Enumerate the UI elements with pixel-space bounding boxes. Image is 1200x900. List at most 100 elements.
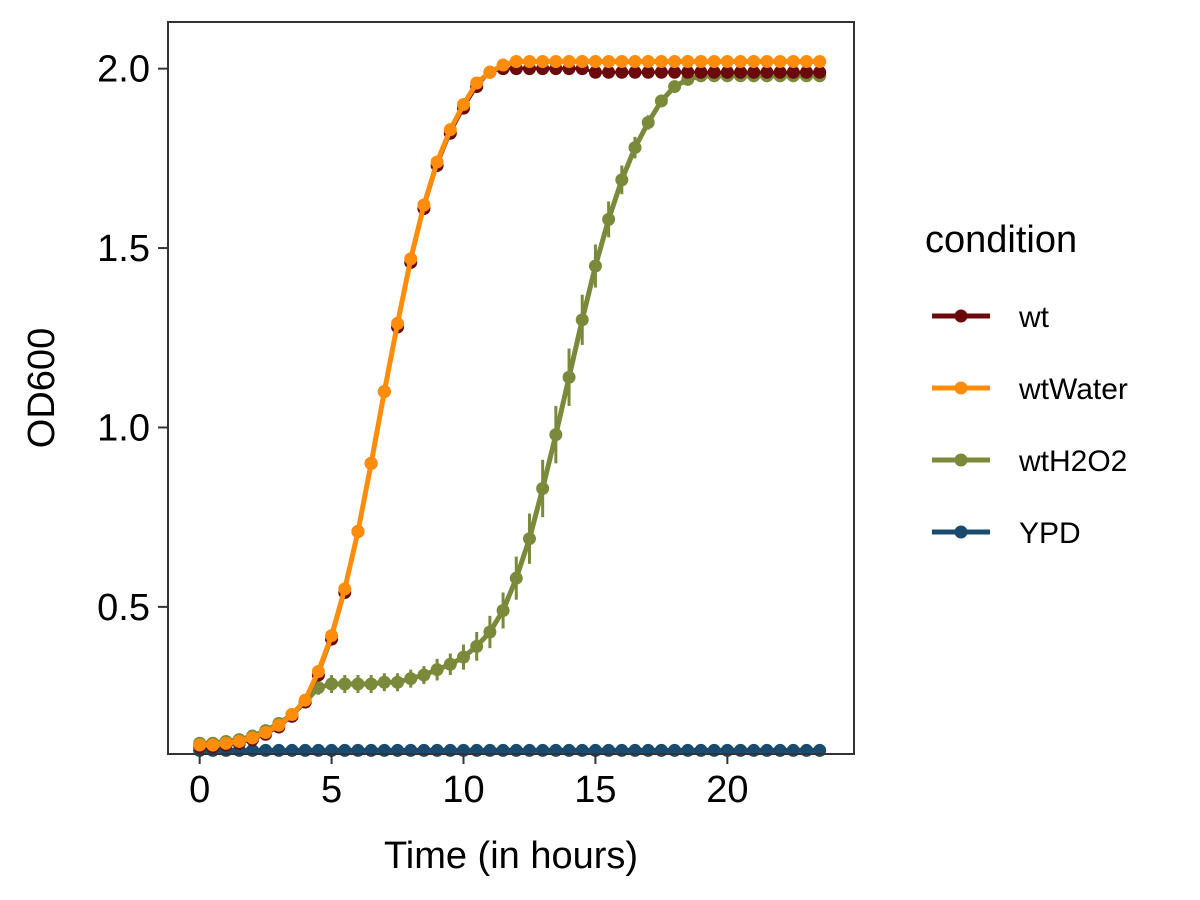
data-point	[707, 54, 721, 68]
data-point	[193, 738, 207, 752]
data-point	[245, 731, 259, 745]
legend-label: wt	[1018, 301, 1050, 334]
data-point	[443, 657, 457, 671]
legend-key-point	[954, 525, 968, 539]
data-point	[509, 571, 523, 585]
data-point	[443, 123, 457, 137]
data-point	[219, 736, 233, 750]
data-point	[483, 625, 497, 639]
data-point	[377, 675, 391, 689]
data-point	[562, 370, 576, 384]
data-point	[588, 259, 602, 273]
data-point	[391, 316, 405, 330]
legend-label: YPD	[1019, 517, 1081, 550]
x-tick-label: 5	[321, 769, 342, 811]
data-point	[311, 664, 325, 678]
data-point	[536, 54, 550, 68]
data-point	[720, 65, 734, 79]
data-point	[549, 54, 563, 68]
data-point	[628, 141, 642, 155]
data-point	[668, 65, 682, 79]
data-point	[232, 734, 246, 748]
data-point	[430, 663, 444, 677]
data-point	[694, 65, 708, 79]
y-tick-label: 2.0	[97, 49, 150, 91]
data-point	[391, 675, 405, 689]
data-point	[641, 115, 655, 129]
data-point	[351, 525, 365, 539]
data-point	[628, 65, 642, 79]
data-point	[338, 582, 352, 596]
data-point	[602, 65, 616, 79]
data-point	[720, 54, 734, 68]
data-point	[800, 65, 814, 79]
legend-title: condition	[925, 219, 1077, 261]
data-point	[470, 76, 484, 90]
plot-area	[193, 54, 827, 757]
data-point	[272, 718, 286, 732]
data-point	[259, 725, 273, 739]
data-point	[206, 738, 220, 752]
legend-label: wtH2O2	[1018, 445, 1127, 478]
data-point	[615, 54, 629, 68]
data-point	[694, 54, 708, 68]
data-point	[681, 54, 695, 68]
plot-panel-border	[167, 21, 855, 755]
series-wtwater	[193, 54, 827, 752]
legend-key-point	[954, 381, 968, 395]
series-line	[199, 67, 820, 749]
data-point	[641, 65, 655, 79]
data-point	[707, 65, 721, 79]
legend-entry-wth2o2: wtH2O2	[932, 445, 1127, 478]
data-point	[364, 677, 378, 691]
series-wth2o2	[193, 69, 827, 750]
data-point	[575, 54, 589, 68]
data-point	[457, 650, 471, 664]
y-axis: 0.5 1.0 1.5 2.0	[97, 49, 168, 629]
data-point	[760, 54, 774, 68]
x-axis: 0 5 10 15 20	[189, 754, 748, 811]
data-point	[483, 65, 497, 79]
data-point	[681, 65, 695, 79]
data-point	[628, 54, 642, 68]
x-tick-label: 10	[442, 769, 484, 811]
data-point	[668, 54, 682, 68]
data-point	[536, 481, 550, 495]
data-point	[417, 198, 431, 212]
data-point	[285, 708, 299, 722]
data-point	[522, 54, 536, 68]
data-point	[786, 54, 800, 68]
data-point	[470, 639, 484, 653]
data-point	[588, 65, 602, 79]
data-point	[588, 54, 602, 68]
data-point	[496, 603, 510, 617]
data-point	[813, 65, 827, 79]
y-tick-label: 0.5	[97, 587, 150, 629]
series-wt	[193, 62, 827, 754]
data-point	[522, 532, 536, 546]
series-line	[199, 58, 820, 748]
data-point	[734, 54, 748, 68]
data-point	[602, 212, 616, 226]
x-tick-label: 0	[189, 769, 210, 811]
legend-label: wtWater	[1018, 373, 1128, 406]
data-point	[404, 252, 418, 266]
legend-key-point	[954, 453, 968, 467]
data-point	[325, 677, 339, 691]
data-point	[747, 65, 761, 79]
data-point	[562, 54, 576, 68]
data-point	[364, 456, 378, 470]
data-point	[786, 65, 800, 79]
data-point	[615, 65, 629, 79]
data-point	[641, 54, 655, 68]
data-point	[760, 65, 774, 79]
data-point	[747, 54, 761, 68]
data-point	[496, 58, 510, 72]
data-point	[298, 693, 312, 707]
x-tick-label: 20	[706, 769, 748, 811]
data-point	[509, 54, 523, 68]
data-point	[325, 629, 339, 643]
data-point	[654, 65, 668, 79]
y-tick-label: 1.5	[97, 228, 150, 270]
